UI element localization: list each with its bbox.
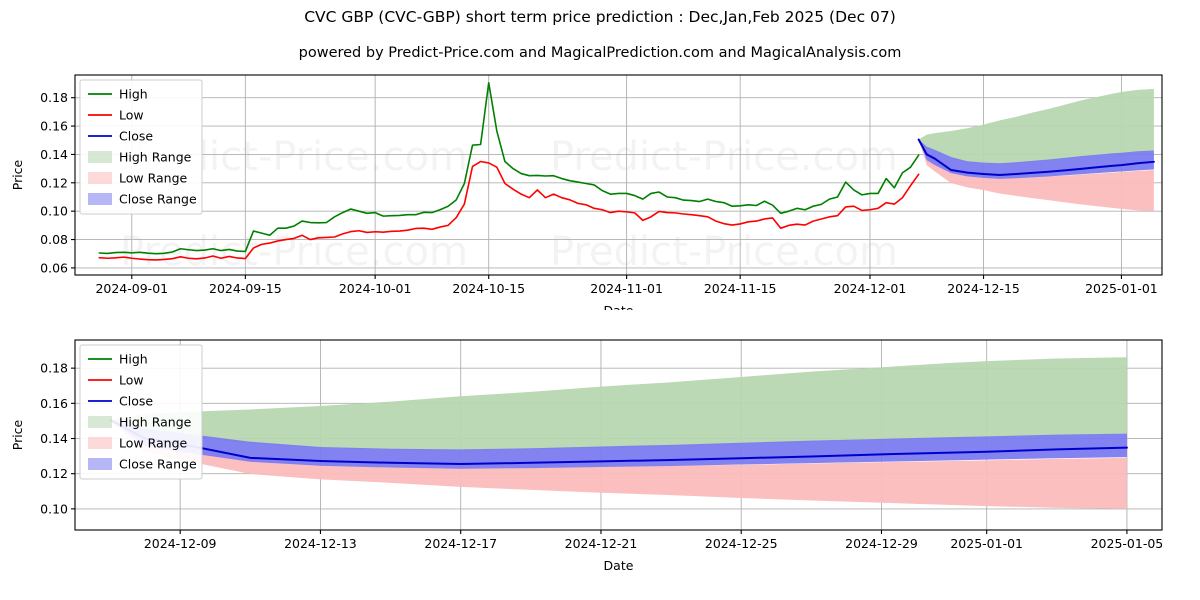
axis-frame [74,339,1163,531]
legend-item-label: High [119,87,148,102]
x-tick-label: 2024-12-09 [144,536,217,551]
page-title: CVC GBP (CVC-GBP) short term price predi… [304,8,896,26]
page-subtitle: powered by Predict-Price.com and Magical… [298,45,902,61]
x-tick-label: 2025-01-05 [1091,536,1164,551]
x-tick-label: 2024-12-01 [834,281,907,296]
legend-item[interactable]: Low Range [88,436,188,451]
x-tick-label: 2024-09-15 [209,281,282,296]
legend-item[interactable]: Close [88,394,153,409]
legend-item[interactable]: Low Range [88,171,188,186]
x-tick-label: 2024-12-15 [947,281,1020,296]
x-tick-label: 2024-10-01 [339,281,412,296]
legend-item-label: Low [119,108,144,123]
x-tick-label: 2024-12-13 [284,536,357,551]
high-range-band [110,357,1127,451]
axis-ticks: 0.10 0.12 0.14 0.16 0.18 2024-12-09 2024-12-13… [40,361,1163,551]
legend-item[interactable]: High [88,352,148,367]
close-range-band [918,139,1154,179]
legend-item[interactable]: Low [88,108,144,123]
legend-item-label: Low Range [119,436,188,451]
x-tick-label: 2024-10-15 [452,281,525,296]
x-tick-label: 2024-09-01 [95,281,168,296]
watermark-text: Predict-Price.com [550,134,898,180]
x-tick-label: 2025-01-01 [950,536,1023,551]
x-tick-label: 2024-11-15 [704,281,777,296]
legend-item[interactable]: Close Range [88,457,197,472]
plot-area [109,357,1128,509]
legend: High Low Close High Range Low Range Close Ran… [79,79,203,215]
legend-item-label: Close [119,129,153,144]
close-line [917,138,1155,176]
y-tick-label: 0.16 [40,396,68,411]
x-tick-label: 2024-12-25 [705,536,778,551]
high-range-band [918,88,1154,165]
legend-patch-swatch [88,416,112,428]
x-axis-label: Date [604,303,634,310]
legend-item-label: Low Range [119,171,188,186]
y-tick-label: 0.14 [40,431,68,446]
axis-frame [74,74,1163,276]
y-tick-label: 0.06 [40,260,68,275]
legend-item-label: Close [119,394,153,409]
x-tick-label: 2024-12-29 [845,536,918,551]
y-axis-label: Price [10,159,25,190]
legend-patch-swatch [88,458,112,470]
axis-ticks: 0.06 0.08 0.10 0.12 0.14 0.16 0.18 2024-09-01 20… [40,90,1158,296]
x-tick-label: 2025-01-01 [1085,281,1158,296]
close-line [109,419,1128,466]
watermark: Predict-Price.com Predict-Price.com Predic… [120,134,898,275]
y-tick-label: 0.08 [40,232,68,247]
plot-area [98,82,1155,261]
y-tick-label: 0.12 [40,466,68,481]
x-tick-label: 2024-12-17 [424,536,497,551]
close-range-band [110,420,1127,469]
y-tick-label: 0.12 [40,175,68,190]
watermark-text: Predict-Price.com [120,229,468,275]
legend-item-label: Close Range [119,192,197,207]
legend-item-label: High Range [119,150,192,165]
legend-item-label: High Range [119,415,192,430]
y-tick-label: 0.10 [40,204,68,219]
legend-item-label: Low [119,373,144,388]
legend-item[interactable]: High Range [88,150,192,165]
high-line [98,82,920,255]
x-axis-label: Date [604,558,634,573]
legend-patch-swatch [88,193,112,205]
low-range-band [918,139,1154,212]
legend-patch-swatch [88,437,112,449]
y-tick-label: 0.18 [40,90,68,105]
chart-overview: Predict-Price.com Predict-Price.com Predic… [10,74,1163,310]
y-tick-label: 0.16 [40,119,68,134]
x-tick-label: 2024-11-01 [590,281,663,296]
x-tick-label: 2024-12-21 [565,536,638,551]
legend-item[interactable]: High [88,87,148,102]
low-line [98,160,920,261]
legend-item-label: High [119,352,148,367]
y-tick-label: 0.18 [40,361,68,376]
y-axis-label: Price [10,419,25,450]
legend-item-label: Close Range [119,457,197,472]
legend-item[interactable]: Close Range [88,192,197,207]
low-range-band [110,420,1127,509]
legend-item[interactable]: High Range [88,415,192,430]
chart-forecast-detail: Predict-Price.comPredict-Price.com0.100.… [10,339,1163,573]
legend-patch-swatch [88,172,112,184]
legend-item[interactable]: Close [88,129,153,144]
y-tick-label: 0.10 [40,501,68,516]
y-tick-label: 0.14 [40,147,68,162]
legend: High Low Close High Range Low Range Close Ran… [79,344,203,480]
watermark-text: Predict-Price.com [550,229,898,275]
legend-item[interactable]: Low [88,373,144,388]
legend-patch-swatch [88,151,112,163]
